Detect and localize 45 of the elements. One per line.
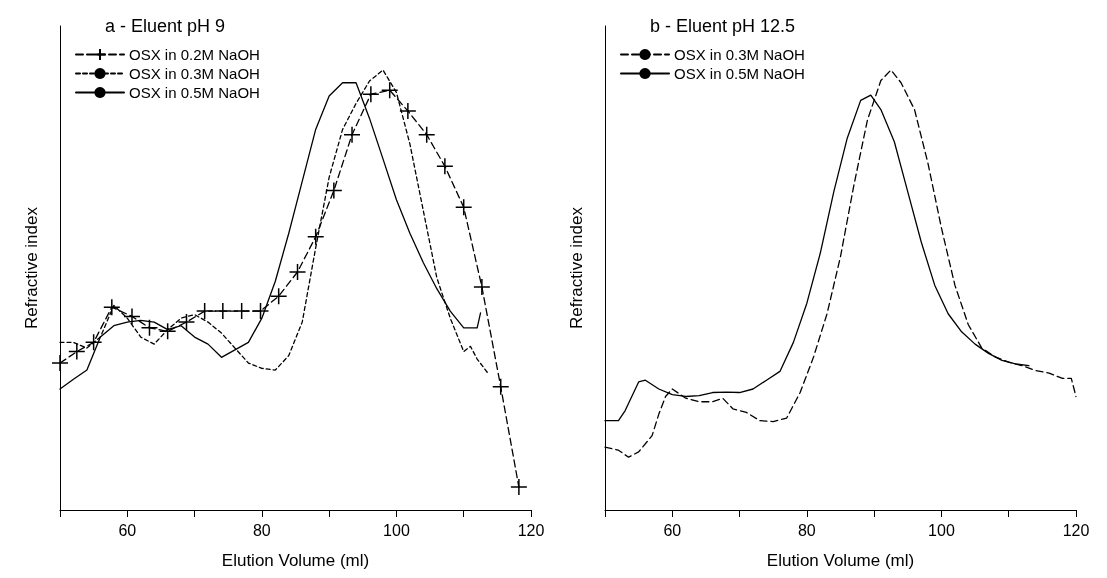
point [380, 81, 399, 99]
point [473, 278, 491, 296]
point [195, 302, 214, 320]
point [417, 125, 436, 144]
point [306, 228, 325, 246]
legend-label: OSX in 0.2M NaOH [129, 46, 260, 63]
point [177, 313, 196, 331]
point [343, 125, 361, 144]
point [399, 102, 417, 120]
x-tick-label: 80 [252, 521, 271, 539]
chart-title: b - Eluent pH 12.5 [650, 16, 796, 36]
legend-label: OSX in 0.5M NaOH [674, 65, 805, 82]
point [362, 85, 380, 103]
point [251, 302, 270, 320]
point [68, 342, 86, 361]
y-axis-title: Refractive index [22, 206, 41, 329]
point [288, 263, 307, 281]
x-tick-label: 80 [797, 521, 816, 539]
legend-label: OSX in 0.5M NaOH [129, 84, 260, 101]
legend-label: OSX in 0.3M NaOH [129, 65, 260, 82]
point [84, 333, 103, 352]
point [103, 298, 121, 316]
point [123, 307, 141, 326]
point [454, 198, 473, 217]
point [269, 287, 288, 305]
x-axis-title: Elution Volume (ml) [766, 551, 915, 570]
chart-title: a - Eluent pH 9 [105, 16, 226, 36]
y-axis-title: Refractive index [567, 206, 586, 329]
point [491, 378, 510, 396]
point [510, 478, 528, 496]
point [140, 319, 159, 337]
x-tick-label: 100 [383, 521, 410, 539]
x-tick-label: 100 [928, 521, 955, 539]
x-tick-label: 120 [1062, 521, 1090, 539]
point [232, 302, 251, 320]
x-axis-title: Elution Volume (ml) [221, 551, 370, 570]
x-tick-label: 120 [517, 521, 545, 539]
point [51, 354, 69, 372]
point [436, 157, 454, 176]
x-tick-label: 60 [118, 521, 137, 539]
point [325, 181, 343, 200]
point [158, 322, 177, 341]
legend-label: OSX in 0.3M NaOH [674, 46, 805, 63]
x-tick-label: 60 [663, 521, 682, 539]
point [214, 302, 232, 320]
